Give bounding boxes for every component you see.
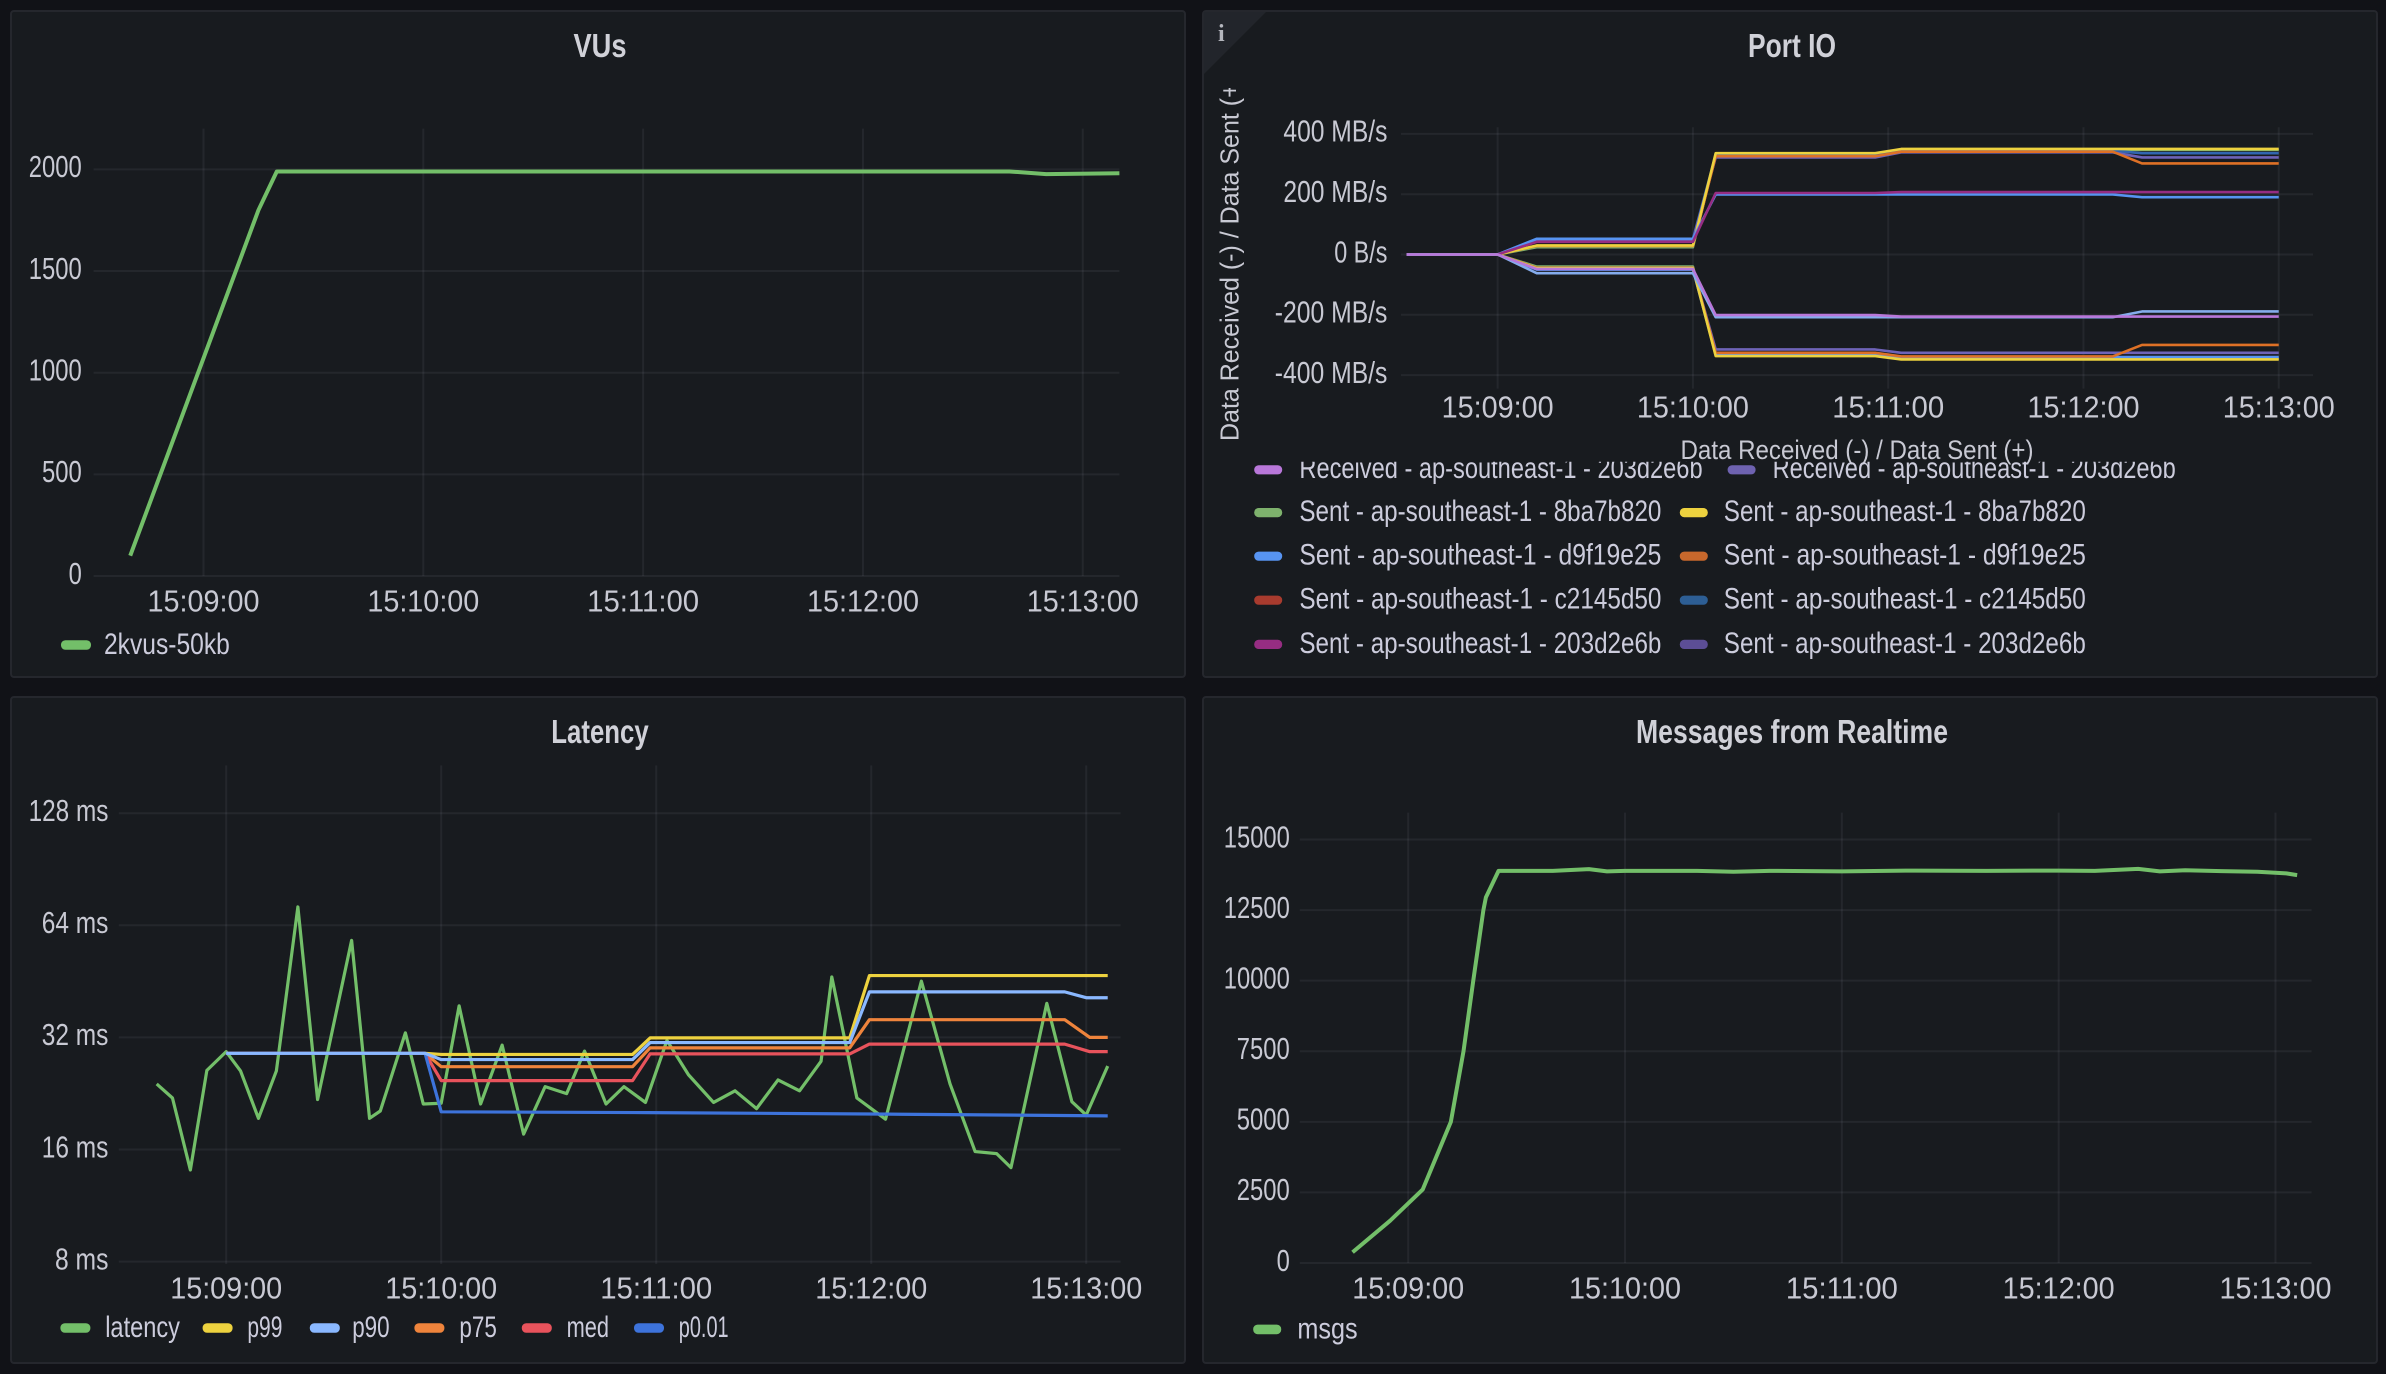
- svg-text:msgs: msgs: [1296, 1311, 1356, 1344]
- svg-text:Sent - ap-southeast-1 - 8ba7b8: Sent - ap-southeast-1 - 8ba7b820: [1298, 495, 1660, 528]
- svg-text:15:12:00: 15:12:00: [814, 1270, 926, 1305]
- svg-text:500: 500: [41, 454, 81, 489]
- svg-text:Sent - ap-southeast-1 - 8ba7b8: Sent - ap-southeast-1 - 8ba7b820: [1723, 495, 2085, 528]
- svg-text:2500: 2500: [1236, 1171, 1289, 1206]
- svg-text:15:12:00: 15:12:00: [806, 584, 918, 619]
- svg-text:p75: p75: [458, 1310, 495, 1343]
- svg-text:Sent - ap-southeast-1 - 203d2e: Sent - ap-southeast-1 - 203d2e6b: [1723, 627, 2085, 660]
- svg-text:12500: 12500: [1223, 889, 1289, 924]
- svg-text:Port IO: Port IO: [1747, 27, 1835, 64]
- svg-text:8 ms: 8 ms: [54, 1240, 107, 1275]
- svg-text:15:09:00: 15:09:00: [1441, 390, 1553, 425]
- svg-text:2kvus-50kb: 2kvus-50kb: [103, 628, 229, 661]
- svg-text:1000: 1000: [28, 353, 81, 388]
- svg-text:10000: 10000: [1223, 959, 1289, 994]
- svg-text:0 B/s: 0 B/s: [1333, 234, 1386, 269]
- svg-text:15:13:00: 15:13:00: [2218, 1270, 2330, 1305]
- svg-text:Sent - ap-southeast-1 - c2145d: Sent - ap-southeast-1 - c2145d50: [1723, 583, 2085, 616]
- svg-text:0: 0: [1276, 1242, 1289, 1277]
- svg-text:1500: 1500: [28, 251, 81, 286]
- svg-text:Messages from Realtime: Messages from Realtime: [1635, 712, 1947, 749]
- svg-text:64 ms: 64 ms: [41, 904, 108, 939]
- svg-text:128 ms: 128 ms: [28, 792, 108, 827]
- svg-text:15:10:00: 15:10:00: [1568, 1270, 1680, 1305]
- svg-text:VUs: VUs: [573, 27, 626, 64]
- svg-text:15000: 15000: [1223, 818, 1289, 853]
- svg-text:400 MB/s: 400 MB/s: [1282, 114, 1386, 149]
- svg-text:15:11:00: 15:11:00: [586, 584, 698, 619]
- svg-text:15:11:00: 15:11:00: [599, 1270, 711, 1305]
- svg-text:med: med: [566, 1310, 608, 1343]
- svg-text:7500: 7500: [1236, 1030, 1289, 1065]
- svg-text:Sent - ap-southeast-1 - d9f19e: Sent - ap-southeast-1 - d9f19e25: [1723, 539, 2085, 572]
- svg-text:p0.01: p0.01: [678, 1310, 728, 1343]
- svg-text:15:10:00: 15:10:00: [384, 1270, 496, 1305]
- svg-text:15:10:00: 15:10:00: [366, 584, 478, 619]
- svg-text:-400 MB/s: -400 MB/s: [1274, 355, 1387, 390]
- svg-text:0: 0: [68, 556, 81, 591]
- svg-text:200 MB/s: 200 MB/s: [1282, 174, 1386, 209]
- svg-text:15:12:00: 15:12:00: [2026, 390, 2138, 425]
- svg-text:16 ms: 16 ms: [41, 1128, 108, 1163]
- svg-text:Sent - ap-southeast-1 - 203d2e: Sent - ap-southeast-1 - 203d2e6b: [1298, 627, 1660, 660]
- svg-text:15:12:00: 15:12:00: [2002, 1270, 2114, 1305]
- svg-text:p99: p99: [246, 1310, 281, 1343]
- svg-text:2000: 2000: [28, 149, 81, 184]
- svg-text:15:09:00: 15:09:00: [147, 584, 259, 619]
- svg-text:15:11:00: 15:11:00: [1785, 1270, 1897, 1305]
- svg-text:p90: p90: [351, 1310, 388, 1343]
- svg-text:15:13:00: 15:13:00: [1029, 1270, 1141, 1305]
- svg-text:15:11:00: 15:11:00: [1831, 390, 1943, 425]
- svg-text:i: i: [1217, 21, 1224, 47]
- svg-text:latency: latency: [104, 1310, 179, 1343]
- svg-text:Sent - ap-southeast-1 - d9f19e: Sent - ap-southeast-1 - d9f19e25: [1298, 539, 1660, 572]
- svg-text:Latency: Latency: [550, 712, 648, 749]
- svg-text:15:10:00: 15:10:00: [1636, 390, 1748, 425]
- svg-text:15:13:00: 15:13:00: [1026, 584, 1138, 619]
- svg-text:32 ms: 32 ms: [41, 1016, 108, 1051]
- svg-text:Data Received (-) / Data Sent: Data Received (-) / Data Sent (+): [1214, 75, 1244, 441]
- svg-text:Data Received (-) / Data Sent: Data Received (-) / Data Sent (+): [1680, 435, 2033, 465]
- svg-text:15:09:00: 15:09:00: [1351, 1270, 1463, 1305]
- svg-text:15:13:00: 15:13:00: [2222, 390, 2334, 425]
- svg-text:-200 MB/s: -200 MB/s: [1274, 295, 1387, 330]
- svg-text:Received - ap-southeast-1 - 20: Received - ap-southeast-1 - 203d2e6b: [1772, 452, 2175, 485]
- svg-text:Received - ap-southeast-1 - 20: Received - ap-southeast-1 - 203d2e6b: [1298, 452, 1701, 485]
- svg-text:5000: 5000: [1236, 1101, 1289, 1136]
- svg-text:15:09:00: 15:09:00: [169, 1270, 281, 1305]
- svg-text:Sent - ap-southeast-1 - c2145d: Sent - ap-southeast-1 - c2145d50: [1298, 583, 1660, 616]
